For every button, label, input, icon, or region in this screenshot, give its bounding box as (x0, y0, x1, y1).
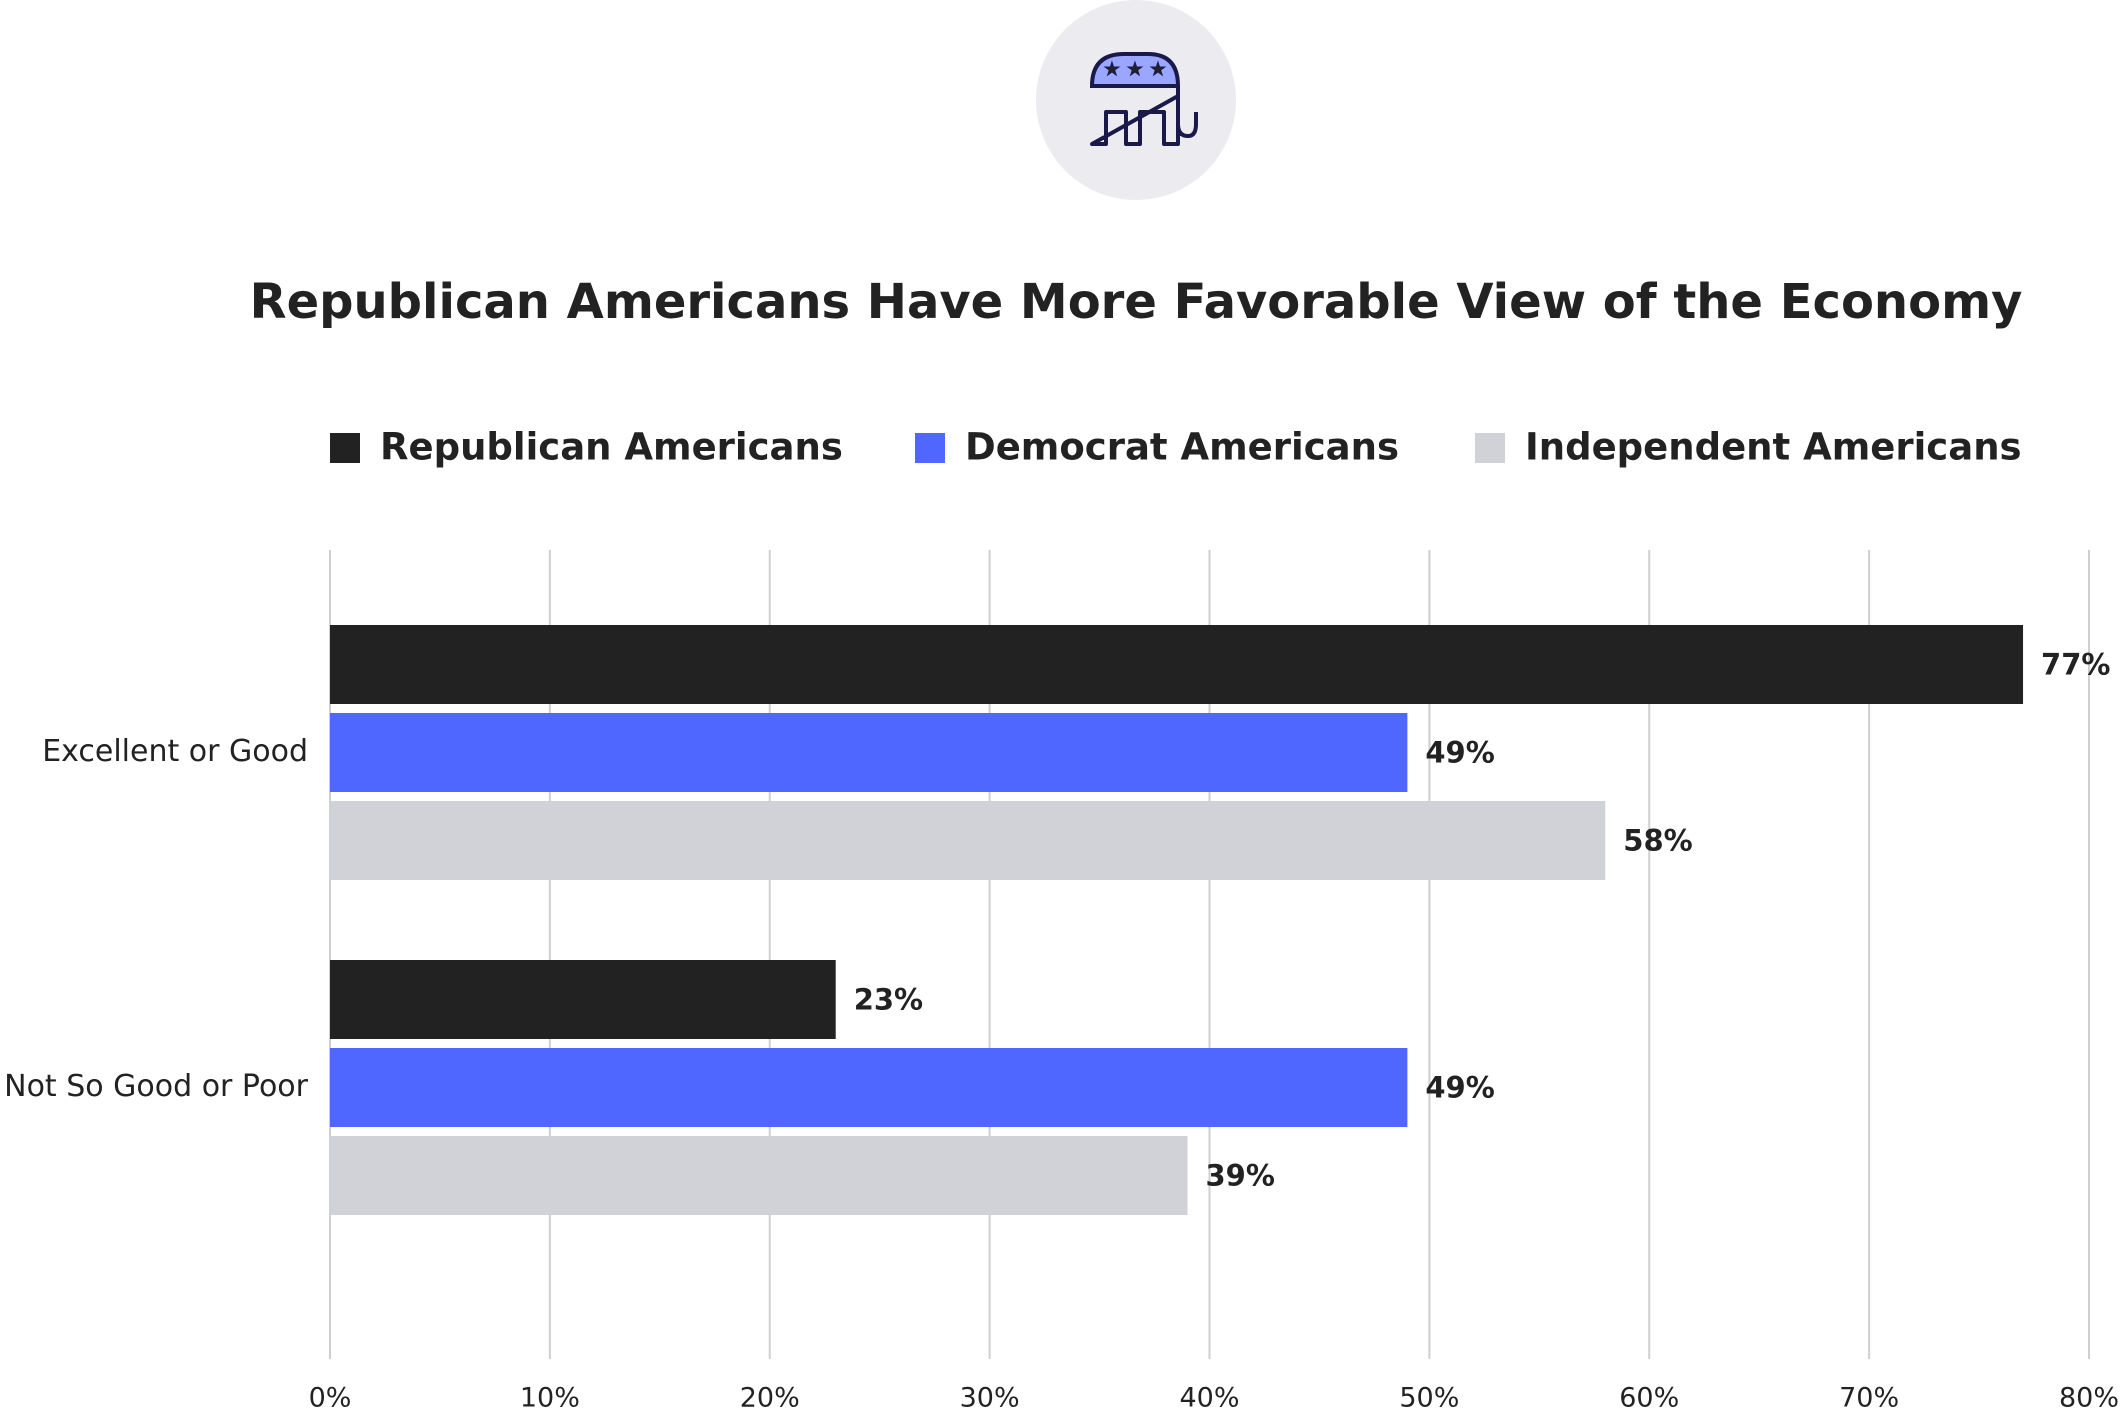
y-tick-label: Excellent or Good (42, 734, 308, 769)
x-tick-label: 40% (1179, 1383, 1239, 1412)
value-label: 58% (1623, 824, 1692, 858)
legend-swatch (915, 433, 945, 463)
x-tick-label: 50% (1399, 1383, 1459, 1412)
x-tick-label: 60% (1619, 1383, 1679, 1412)
value-label: 39% (1206, 1159, 1275, 1193)
x-tick-label: 30% (960, 1383, 1020, 1412)
svg-text:★: ★ (1150, 59, 1166, 80)
value-label: 49% (1425, 736, 1494, 770)
bar (330, 960, 836, 1039)
chart-title: Republican Americans Have More Favorable… (250, 274, 2023, 330)
bar (330, 625, 2024, 704)
legend-swatch (330, 433, 360, 463)
svg-text:★: ★ (1127, 59, 1143, 80)
bar (330, 1136, 1188, 1215)
x-tick-label: 80% (2059, 1383, 2119, 1412)
value-label: 23% (854, 983, 923, 1017)
value-label: 77% (2041, 648, 2110, 682)
party-icon: ★ ★ ★ (1036, 0, 1236, 200)
x-tick-label: 70% (1839, 1383, 1899, 1412)
value-label: 49% (1425, 1071, 1494, 1105)
legend-label: Democrat Americans (965, 426, 1399, 469)
bar (330, 801, 1606, 880)
x-tick-label: 0% (309, 1383, 352, 1412)
legend-label: Independent Americans (1525, 426, 2022, 469)
y-tick-label: Not So Good or Poor (4, 1069, 309, 1104)
bar (330, 713, 1408, 792)
legend-swatch (1475, 433, 1505, 463)
x-tick-label: 20% (740, 1383, 800, 1412)
x-tick-label: 10% (520, 1383, 580, 1412)
bar (330, 1048, 1408, 1127)
svg-text:★: ★ (1104, 59, 1120, 80)
legend-label: Republican Americans (380, 426, 843, 469)
